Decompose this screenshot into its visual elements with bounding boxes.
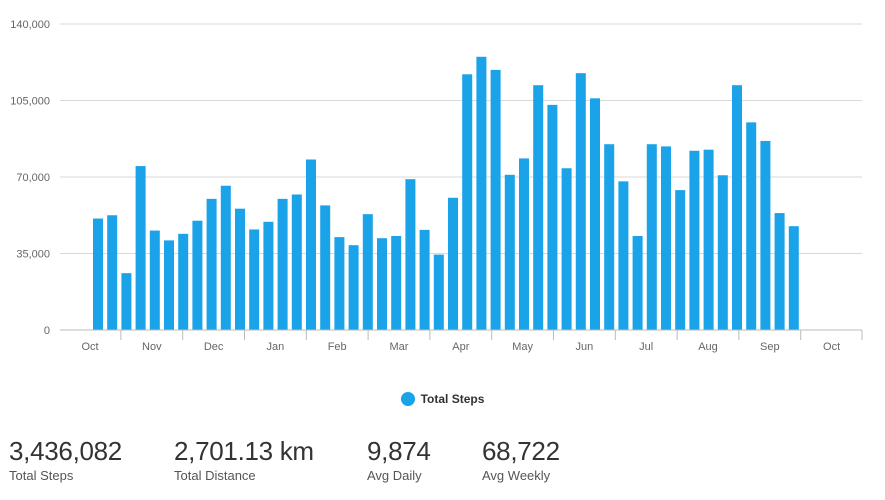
stat-value: 2,701.13 km bbox=[174, 436, 314, 466]
stat-avg-weekly: 68,722 Avg Weekly bbox=[482, 436, 602, 484]
bar[interactable] bbox=[646, 144, 657, 330]
bar[interactable] bbox=[135, 166, 146, 330]
bar[interactable] bbox=[164, 240, 174, 330]
x-tick-label: Apr bbox=[452, 341, 469, 353]
stat-value: 9,874 bbox=[367, 436, 431, 466]
bar[interactable] bbox=[547, 104, 558, 330]
stat-label: Total Steps bbox=[9, 468, 74, 483]
x-tick-label: Jun bbox=[576, 341, 594, 353]
bar[interactable] bbox=[362, 214, 373, 330]
stat-label: Avg Weekly bbox=[482, 468, 551, 483]
bar[interactable] bbox=[93, 218, 103, 330]
x-tick-label: Sep bbox=[760, 341, 780, 353]
x-tick-label: Jan bbox=[267, 341, 285, 353]
stat-label: Total Distance bbox=[174, 468, 256, 483]
bar[interactable] bbox=[519, 158, 529, 330]
bar[interactable] bbox=[107, 215, 118, 330]
bar[interactable] bbox=[590, 98, 600, 330]
bar[interactable] bbox=[774, 213, 785, 330]
x-tick-label: Oct bbox=[81, 341, 98, 353]
bar[interactable] bbox=[689, 150, 700, 330]
bar[interactable] bbox=[419, 229, 430, 330]
bar[interactable] bbox=[760, 140, 771, 330]
y-tick-label: 70,000 bbox=[16, 172, 50, 184]
stat-value: 68,722 bbox=[482, 436, 560, 466]
y-axis-labels: 0 35,000 70,000 105,000 140,000 bbox=[10, 19, 50, 337]
x-tick-label: Nov bbox=[142, 341, 162, 353]
stat-avg-daily: 9,874 Avg Daily bbox=[367, 436, 482, 484]
bar[interactable] bbox=[377, 238, 387, 330]
bar[interactable] bbox=[249, 229, 260, 330]
x-tick-label: Jul bbox=[639, 341, 653, 353]
bar[interactable] bbox=[448, 197, 458, 330]
bar[interactable] bbox=[575, 73, 586, 330]
y-tick-label: 35,000 bbox=[16, 249, 50, 261]
x-axis-labels: Oct Nov Dec Jan Feb Mar Apr May Jun Jul Aug Sep Oct bbox=[81, 341, 840, 353]
bar[interactable] bbox=[490, 69, 501, 331]
steps-bar-chart: 0 35,000 70,000 105,000 140,000 Oct Nov Dec Jan… bbox=[10, 19, 863, 353]
bar[interactable] bbox=[533, 85, 544, 330]
bar[interactable] bbox=[320, 205, 331, 330]
bar[interactable] bbox=[476, 56, 487, 331]
bar[interactable] bbox=[291, 194, 302, 330]
bar[interactable] bbox=[788, 226, 799, 330]
bar[interactable] bbox=[405, 179, 416, 330]
legend-marker bbox=[400, 392, 415, 406]
bar[interactable] bbox=[561, 168, 572, 330]
bar[interactable] bbox=[263, 221, 274, 330]
bar[interactable] bbox=[149, 230, 160, 330]
bar[interactable] bbox=[277, 198, 288, 330]
x-tick-label: Mar bbox=[390, 341, 409, 353]
stat-total-steps: 3,436,082 Total Steps bbox=[9, 436, 174, 484]
stats-row: 3,436,082 Total Steps 2,701.13 km Total … bbox=[9, 436, 602, 484]
y-tick-label: 140,000 bbox=[10, 19, 50, 31]
bar[interactable] bbox=[206, 198, 217, 330]
bar[interactable] bbox=[334, 237, 345, 330]
bar[interactable] bbox=[433, 254, 444, 330]
bar[interactable] bbox=[121, 273, 132, 330]
bar[interactable] bbox=[192, 220, 203, 330]
bar[interactable] bbox=[703, 149, 714, 330]
bar[interactable] bbox=[717, 175, 728, 330]
stat-total-distance: 2,701.13 km Total Distance bbox=[174, 436, 367, 484]
bar[interactable] bbox=[732, 85, 742, 330]
bars bbox=[93, 56, 799, 331]
bar[interactable] bbox=[746, 122, 757, 330]
bar[interactable] bbox=[178, 233, 189, 330]
bar[interactable] bbox=[618, 181, 629, 330]
bar[interactable] bbox=[675, 190, 686, 330]
bar[interactable] bbox=[462, 74, 473, 331]
legend-label: Total Steps bbox=[420, 392, 485, 406]
x-tick-label: Dec bbox=[204, 341, 224, 353]
bar[interactable] bbox=[220, 185, 231, 330]
y-tick-label: 0 bbox=[44, 325, 50, 337]
bar[interactable] bbox=[348, 245, 359, 330]
x-tick-label: Oct bbox=[823, 341, 840, 353]
bar[interactable] bbox=[391, 236, 402, 330]
bar[interactable] bbox=[306, 159, 316, 330]
stat-label: Avg Daily bbox=[367, 468, 422, 483]
bar[interactable] bbox=[632, 236, 643, 330]
legend[interactable]: Total Steps bbox=[0, 392, 885, 406]
stat-value: 3,436,082 bbox=[9, 436, 122, 466]
x-tick-label: May bbox=[512, 341, 533, 353]
bar[interactable] bbox=[661, 146, 671, 330]
y-tick-label: 105,000 bbox=[10, 96, 50, 108]
bar[interactable] bbox=[604, 144, 615, 330]
x-tick-label: Aug bbox=[698, 341, 718, 353]
bar[interactable] bbox=[504, 174, 515, 330]
x-axis bbox=[60, 329, 863, 340]
x-tick-label: Feb bbox=[328, 341, 347, 353]
bar[interactable] bbox=[235, 208, 245, 330]
